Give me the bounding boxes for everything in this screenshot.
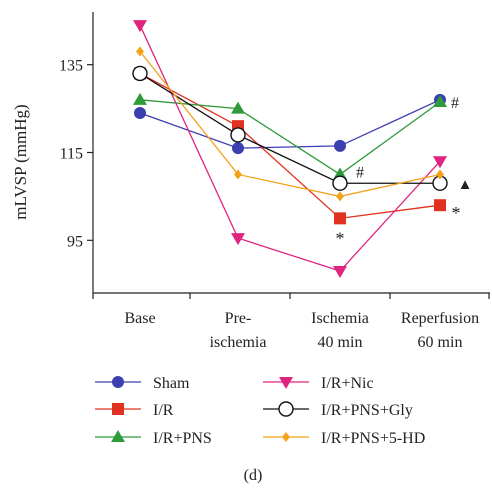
data-point bbox=[334, 212, 346, 225]
legend-label: Sham bbox=[153, 375, 190, 392]
legend-item: I/R+PNS bbox=[95, 430, 212, 447]
data-point bbox=[234, 169, 242, 180]
annotations: # # * * ▲ bbox=[336, 95, 473, 248]
data-point bbox=[230, 127, 246, 143]
legend-label: I/R bbox=[153, 402, 174, 419]
annotation-mark: ▲ bbox=[458, 177, 473, 193]
annotation-mark: # bbox=[451, 95, 459, 112]
data-point bbox=[231, 101, 245, 114]
series-i-r bbox=[134, 67, 446, 225]
annotation-mark: * bbox=[336, 228, 345, 248]
legend-item: I/R+PNS+Gly bbox=[263, 401, 413, 419]
data-point bbox=[336, 191, 344, 202]
data-point bbox=[132, 65, 148, 82]
y-axis-label: mLVSP (mmHg) bbox=[11, 104, 30, 219]
figure-caption: (d) bbox=[244, 467, 263, 484]
data-point bbox=[282, 432, 290, 442]
legend-label: I/R+PNS bbox=[153, 430, 212, 447]
series-line bbox=[139, 72, 440, 184]
y-tick-label: 95 bbox=[67, 233, 83, 250]
data-point bbox=[112, 376, 124, 388]
legend-item: I/R+PNS+5-HD bbox=[263, 430, 425, 447]
data-point bbox=[278, 401, 294, 417]
data-point bbox=[112, 403, 124, 415]
series-i-r-pns-5-hd bbox=[136, 46, 444, 202]
legend: Sham I/R I/R+PNS I/R+Nic I/R+PNS+Gly I/R+PNS+… bbox=[95, 375, 425, 447]
data-point bbox=[332, 175, 348, 191]
y-tick-label: 115 bbox=[60, 146, 83, 163]
data-point bbox=[333, 266, 347, 279]
legend-item: Sham bbox=[95, 375, 190, 392]
y-tick-label: 135 bbox=[59, 58, 83, 75]
series-group bbox=[132, 20, 448, 279]
x-tick-label: 40 min bbox=[318, 334, 363, 351]
series-line bbox=[139, 72, 441, 220]
x-tick-label: 60 min bbox=[418, 334, 463, 351]
data-point bbox=[279, 377, 293, 389]
legend-label: I/R+PNS+Gly bbox=[321, 402, 413, 419]
data-point bbox=[133, 20, 147, 33]
series-line bbox=[139, 51, 441, 198]
series-line bbox=[139, 99, 441, 176]
data-point bbox=[231, 233, 245, 246]
legend-item: I/R bbox=[95, 402, 174, 419]
data-point bbox=[436, 169, 444, 180]
annotation-mark: # bbox=[356, 164, 364, 181]
series-line bbox=[139, 24, 441, 272]
series-i-r-nic bbox=[133, 20, 447, 279]
x-tick-label: Pre- bbox=[225, 310, 252, 327]
data-point bbox=[134, 106, 146, 119]
data-point bbox=[111, 430, 125, 442]
data-point bbox=[433, 156, 447, 169]
legend-label: I/R+PNS+5-HD bbox=[321, 430, 425, 447]
x-tick-label: ischemia bbox=[210, 334, 267, 351]
data-point bbox=[334, 139, 346, 152]
legend-item: I/R+Nic bbox=[263, 375, 374, 392]
series-i-r-pns bbox=[133, 92, 447, 180]
data-point bbox=[136, 46, 144, 57]
annotation-mark: * bbox=[452, 203, 461, 223]
series-i-r-pns-gly bbox=[132, 65, 448, 191]
data-point bbox=[133, 92, 147, 105]
x-tick-label: Base bbox=[124, 310, 155, 327]
data-point bbox=[232, 142, 244, 155]
axes: 95 115 135 Base Pre-ischemia Ischemia 40 min Re… bbox=[59, 12, 490, 351]
data-point bbox=[434, 199, 446, 212]
x-tick-label: Reperfusion bbox=[401, 310, 479, 327]
x-tick-label: Ischemia bbox=[311, 310, 369, 327]
data-point bbox=[433, 95, 447, 108]
legend-label: I/R+Nic bbox=[321, 375, 374, 392]
